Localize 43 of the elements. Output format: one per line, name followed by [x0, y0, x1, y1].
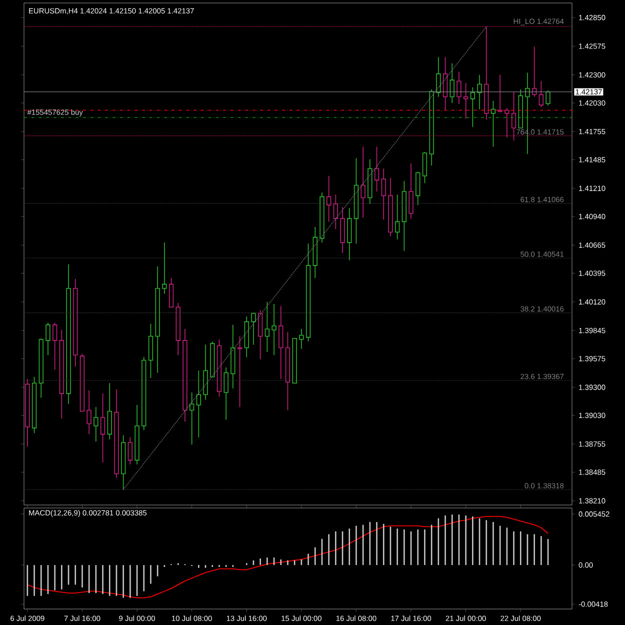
candlestick	[360, 146, 366, 218]
candlestick	[340, 206, 345, 254]
candlestick	[442, 56, 448, 111]
candlestick	[422, 152, 428, 184]
candlestick	[490, 100, 496, 148]
candlestick	[190, 392, 194, 445]
candlestick	[326, 175, 332, 222]
candlestick	[86, 390, 92, 435]
candlestick	[532, 46, 537, 98]
candlestick	[538, 80, 544, 108]
candlestick	[46, 322, 50, 356]
candlestick	[272, 304, 276, 356]
candlestick	[224, 367, 228, 420]
candlestick	[278, 306, 284, 380]
candlestick	[264, 302, 270, 352]
candlestick	[347, 208, 352, 261]
candlestick	[408, 162, 414, 219]
candlestick	[258, 310, 263, 360]
candlestick	[203, 344, 208, 400]
candlestick	[456, 71, 462, 104]
candlestick	[416, 171, 420, 206]
candlestick	[546, 90, 550, 106]
candlestick	[168, 278, 174, 308]
candlestick	[477, 74, 482, 110]
candlestick	[450, 63, 454, 104]
candlestick	[100, 393, 106, 463]
candlestick	[374, 146, 380, 192]
candlestick	[381, 168, 386, 220]
candlestick	[94, 406, 98, 442]
candlestick	[162, 242, 167, 294]
candlestick	[299, 328, 304, 350]
candlestick	[470, 86, 475, 128]
candlestick	[148, 323, 154, 378]
candlestick	[504, 108, 510, 138]
candlestick	[52, 322, 58, 370]
candlestick	[107, 382, 112, 440]
candlestick	[436, 56, 441, 98]
candlestick	[511, 91, 516, 141]
candlestick	[333, 194, 338, 230]
candlestick	[395, 194, 400, 240]
candlestick	[128, 436, 132, 465]
candlestick	[196, 370, 201, 438]
candlestick	[251, 312, 256, 346]
